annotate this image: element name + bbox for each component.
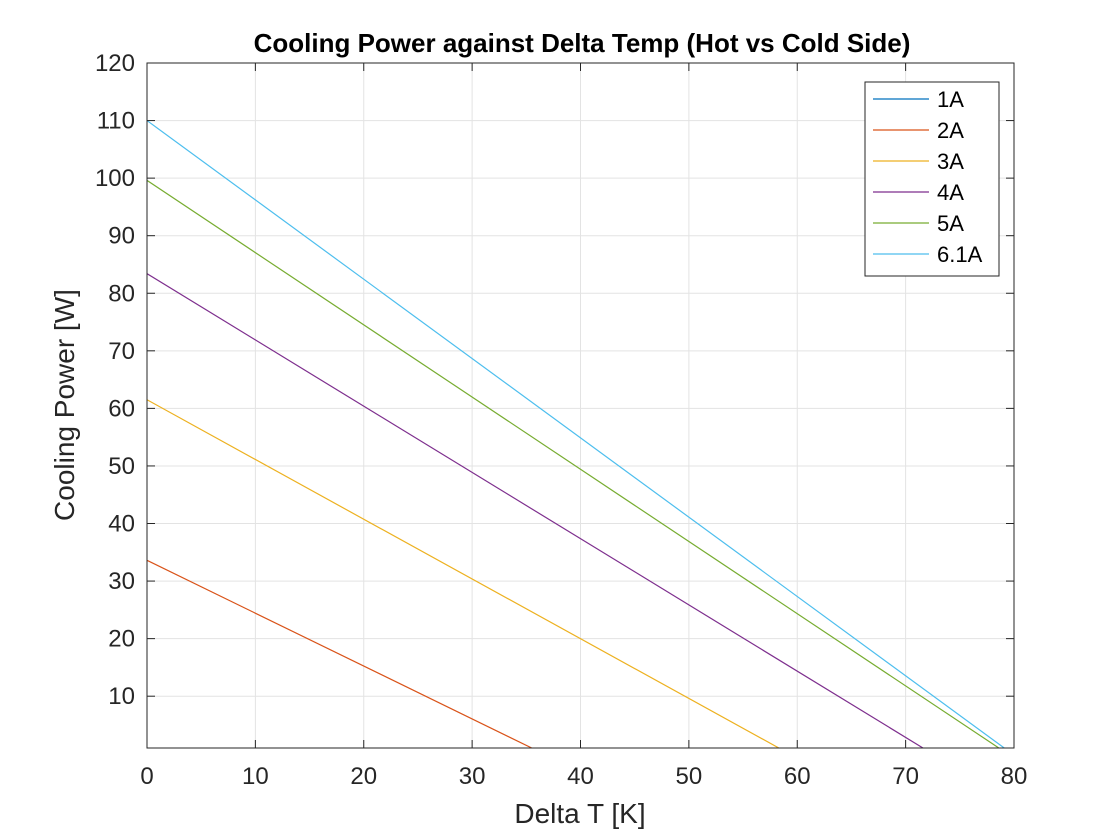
x-tick-label: 10 [242,763,269,790]
series-lines [147,120,1005,748]
chart-title: Cooling Power against Delta Temp (Hot vs… [254,28,911,58]
legend-label-4A: 4A [937,180,964,205]
y-tick-label: 120 [95,50,135,77]
y-tick-label: 30 [108,568,135,595]
x-tick-label: 20 [350,763,377,790]
y-tick-label: 100 [95,165,135,192]
x-axis-label: Delta T [K] [514,798,645,829]
legend-label-3A: 3A [937,149,964,174]
x-tick-label: 70 [892,763,919,790]
legend-label-1A: 1A [937,87,964,112]
legend: 1A 2A 3A 4A 5A 6.1A [864,81,1000,277]
x-tick-label: 60 [784,763,811,790]
series-line-3A [147,399,780,748]
y-tick-label: 20 [108,626,135,653]
y-tick-label: 70 [108,338,135,365]
x-tick-label: 50 [676,763,703,790]
x-tick-label: 80 [1001,763,1028,790]
series-line-5A [147,179,1000,748]
y-tick-label: 60 [108,395,135,422]
y-tick-label: 40 [108,511,135,538]
series-line-6.1A [147,120,1005,748]
y-axis-label: Cooling Power [W] [49,289,80,521]
legend-label-2A: 2A [937,118,964,143]
y-tick-label: 10 [108,683,135,710]
x-tick-label: 0 [140,763,153,790]
y-tick-label: 110 [97,108,135,135]
legend-label-6.1A: 6.1A [937,242,983,267]
y-tick-label: 80 [108,280,135,307]
series-line-4A [147,273,924,748]
x-tick-label: 40 [567,763,594,790]
y-tick-label: 90 [108,223,135,250]
x-tick-label: 30 [459,763,486,790]
series-line-2A [147,559,532,748]
legend-label-5A: 5A [937,211,964,236]
legend-box [864,81,1000,277]
y-tick-label: 50 [108,453,135,480]
